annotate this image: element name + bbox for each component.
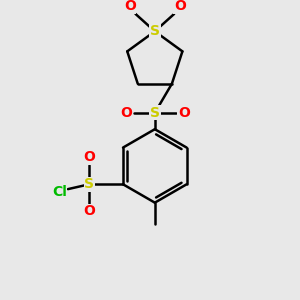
Text: O: O [120,106,132,120]
Text: O: O [83,204,95,218]
Text: S: S [150,24,160,38]
Text: O: O [124,0,136,13]
Text: S: S [150,106,160,120]
Text: O: O [83,150,95,164]
Text: Cl: Cl [52,185,67,199]
Text: O: O [178,106,190,120]
Text: O: O [174,0,186,13]
Text: S: S [84,177,94,191]
